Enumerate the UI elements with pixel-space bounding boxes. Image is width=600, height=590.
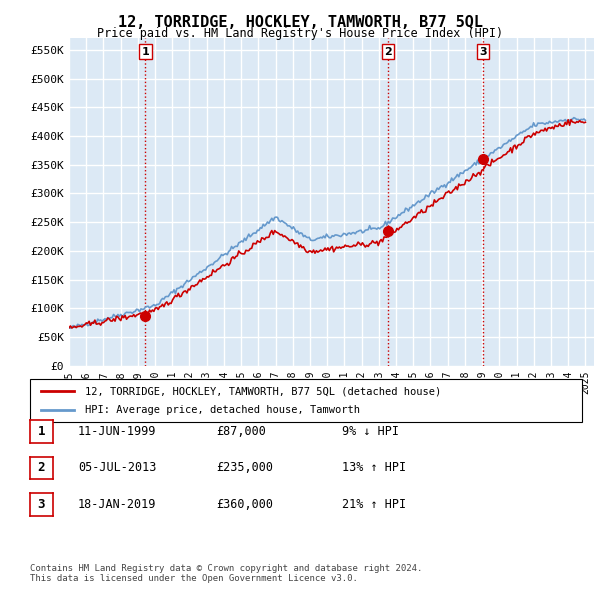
Text: 3: 3 (38, 498, 45, 511)
Text: 21% ↑ HPI: 21% ↑ HPI (342, 498, 406, 511)
Text: 05-JUL-2013: 05-JUL-2013 (78, 461, 157, 474)
Text: 12, TORRIDGE, HOCKLEY, TAMWORTH, B77 5QL (detached house): 12, TORRIDGE, HOCKLEY, TAMWORTH, B77 5QL… (85, 386, 442, 396)
Text: 1: 1 (38, 425, 45, 438)
Text: 2: 2 (384, 47, 391, 57)
Text: 11-JUN-1999: 11-JUN-1999 (78, 425, 157, 438)
Text: HPI: Average price, detached house, Tamworth: HPI: Average price, detached house, Tamw… (85, 405, 360, 415)
FancyBboxPatch shape (30, 379, 582, 422)
Text: £235,000: £235,000 (216, 461, 273, 474)
Text: 3: 3 (479, 47, 487, 57)
Text: £87,000: £87,000 (216, 425, 266, 438)
Text: 9% ↓ HPI: 9% ↓ HPI (342, 425, 399, 438)
Text: 13% ↑ HPI: 13% ↑ HPI (342, 461, 406, 474)
Text: £360,000: £360,000 (216, 498, 273, 511)
Text: 1: 1 (142, 47, 149, 57)
Text: 18-JAN-2019: 18-JAN-2019 (78, 498, 157, 511)
Text: 2: 2 (38, 461, 45, 474)
Text: Contains HM Land Registry data © Crown copyright and database right 2024.
This d: Contains HM Land Registry data © Crown c… (30, 563, 422, 583)
Text: Price paid vs. HM Land Registry's House Price Index (HPI): Price paid vs. HM Land Registry's House … (97, 27, 503, 40)
Text: 12, TORRIDGE, HOCKLEY, TAMWORTH, B77 5QL: 12, TORRIDGE, HOCKLEY, TAMWORTH, B77 5QL (118, 15, 482, 30)
